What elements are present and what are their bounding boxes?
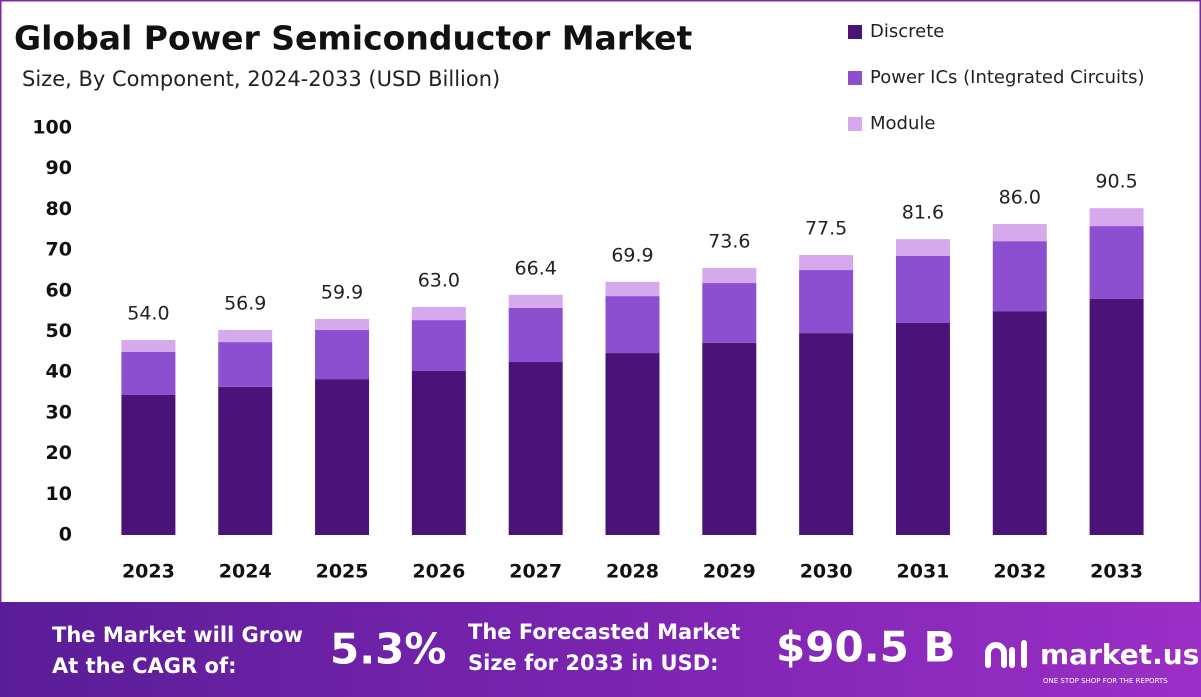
bar-segment	[895, 239, 950, 256]
bar-segment	[702, 268, 757, 284]
bar-segment	[605, 281, 660, 297]
y-tick-label: 70	[46, 239, 72, 261]
footer-text: At the CAGR of:	[52, 654, 237, 678]
footer-value: 5.3%	[330, 625, 446, 674]
x-tick-label: 2033	[1090, 561, 1143, 583]
y-tick-label: 20	[46, 442, 72, 464]
chart-subtitle: Size, By Component, 2024-2033 (USD Billi…	[22, 67, 500, 91]
bar-segment	[992, 224, 1047, 242]
bar-segment	[411, 370, 466, 535]
x-tick-label: 2029	[703, 561, 756, 583]
bar-segment	[121, 340, 176, 352]
y-tick-label: 90	[46, 157, 72, 179]
footer-text: Size for 2033 in USD:	[468, 651, 719, 675]
y-tick-label: 30	[46, 401, 72, 423]
footer-value: $90.5 B	[776, 623, 955, 672]
bar-segment	[218, 329, 273, 343]
bar-segment	[218, 386, 273, 535]
total-label: 69.9	[611, 244, 653, 266]
legend-swatch	[848, 117, 862, 131]
x-tick-label: 2030	[800, 561, 853, 583]
x-tick-label: 2028	[606, 561, 659, 583]
y-tick-label: 100	[32, 117, 72, 139]
brand-tagline: ONE STOP SHOP FOR THE REPORTS	[1043, 677, 1168, 685]
bar-segment	[508, 294, 563, 308]
legend-label: Power ICs (Integrated Circuits)	[870, 67, 1144, 88]
total-label: 54.0	[127, 303, 169, 325]
footer-text: The Forecasted Market	[468, 620, 740, 644]
bar-segment	[1089, 226, 1144, 299]
footer-band	[0, 602, 1201, 697]
bar-segment	[605, 296, 660, 354]
bar-segment	[315, 379, 370, 535]
x-tick-label: 2024	[219, 561, 272, 583]
bar-segment	[605, 353, 660, 535]
y-tick-label: 40	[46, 361, 72, 383]
bar-segment	[702, 342, 757, 535]
total-label: 59.9	[321, 281, 363, 303]
bar-segment	[315, 329, 370, 380]
legend-label: Module	[870, 113, 935, 134]
x-tick-label: 2031	[897, 561, 950, 583]
x-tick-label: 2027	[509, 561, 562, 583]
bar-segment	[508, 307, 563, 363]
brand-logo	[985, 640, 1027, 668]
total-label: 66.4	[515, 257, 557, 279]
bar-segment	[1089, 298, 1144, 535]
footer-text: The Market will Grow	[52, 623, 303, 647]
y-tick-label: 0	[59, 524, 72, 546]
bar-segment	[799, 333, 854, 535]
brand-name: market.us	[1040, 638, 1199, 671]
x-tick-label: 2032	[993, 561, 1046, 583]
legend-swatch	[848, 71, 862, 85]
bar-segment	[1089, 208, 1144, 227]
y-tick-label: 60	[46, 279, 72, 301]
y-tick-label: 50	[46, 320, 72, 342]
bar-segment	[411, 307, 466, 321]
total-label: 90.5	[1095, 171, 1137, 193]
bar-segment	[411, 320, 466, 371]
bar-segment	[799, 270, 854, 334]
x-tick-label: 2023	[122, 561, 175, 583]
bar-segment	[799, 254, 854, 271]
total-label: 73.6	[708, 231, 750, 253]
y-tick-label: 10	[46, 483, 72, 505]
chart-title: Global Power Semiconductor Market	[14, 19, 693, 58]
bar-segment	[702, 283, 757, 343]
x-tick-label: 2025	[316, 561, 369, 583]
x-tick-label: 2026	[412, 561, 465, 583]
total-label: 63.0	[418, 270, 460, 292]
total-label: 56.9	[224, 292, 266, 314]
bar-segment	[218, 342, 273, 387]
bar-segment	[508, 362, 563, 535]
bar-segment	[992, 311, 1047, 535]
y-tick-label: 80	[46, 198, 72, 220]
legend-swatch	[848, 25, 862, 39]
bar-segment	[121, 351, 176, 395]
total-label: 77.5	[805, 217, 847, 239]
legend-label: Discrete	[870, 21, 944, 42]
total-label: 81.6	[902, 202, 944, 224]
bar-segment	[121, 394, 176, 535]
bar-segment	[895, 255, 950, 323]
bar-segment	[895, 322, 950, 535]
bar-segment	[992, 241, 1047, 312]
bar-segment	[315, 318, 370, 330]
total-label: 86.0	[999, 187, 1041, 209]
